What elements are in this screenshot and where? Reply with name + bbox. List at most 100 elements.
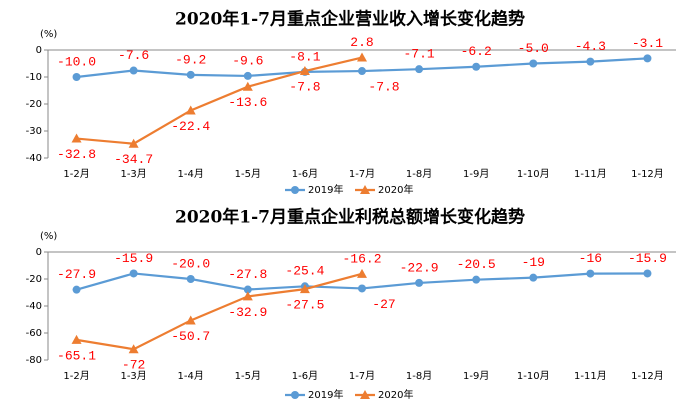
data-label: -8.1: [289, 49, 320, 64]
legend-label: 2019年: [308, 183, 343, 196]
y-tick-label: 0: [36, 247, 42, 258]
x-tick-label: 1-4月: [178, 370, 204, 382]
data-label: -65.1: [57, 348, 96, 363]
data-label: -6.2: [461, 44, 492, 59]
x-tick-label: 1-3月: [120, 168, 146, 180]
y-tick-label: -20: [26, 274, 42, 285]
x-tick-label: 1-9月: [463, 370, 489, 382]
y-tick-label: -30: [26, 126, 42, 137]
y-tick-label: -60: [26, 328, 42, 339]
legend-marker: [360, 185, 370, 194]
y-tick-label: -20: [26, 99, 42, 110]
x-tick-label: 1-2月: [63, 168, 89, 180]
x-tick-label: 1-5月: [235, 370, 261, 382]
legend-marker: [360, 390, 370, 399]
marker: [643, 54, 652, 63]
series-line: [76, 272, 363, 351]
x-tick-label: 1-7月: [349, 168, 375, 180]
data-label: -20.0: [171, 256, 210, 271]
legend-label: 2020年: [378, 183, 413, 196]
data-label: -9.2: [175, 52, 206, 67]
y-tick-label: 0: [36, 45, 42, 56]
data-label: -27.9: [57, 267, 96, 282]
x-tick-label: 1-12月: [631, 168, 664, 180]
data-label: -13.6: [228, 95, 267, 110]
x-tick-label: 1-9月: [463, 168, 489, 180]
y-tick-label: -40: [26, 301, 42, 312]
data-label: -32.9: [228, 305, 267, 320]
data-label: -34.7: [114, 152, 153, 167]
marker: [357, 268, 367, 278]
marker: [71, 334, 82, 344]
data-label: -50.7: [171, 329, 210, 344]
marker: [299, 66, 310, 76]
marker: [185, 105, 196, 115]
marker: [129, 66, 138, 75]
marker: [128, 344, 139, 354]
marker: [529, 59, 538, 68]
x-tick-label: 1-8月: [406, 168, 432, 180]
legend-label: 2020年: [378, 388, 413, 401]
marker: [72, 285, 81, 294]
data-label: -20.5: [457, 257, 496, 272]
data-label: -22.4: [171, 119, 210, 134]
marker: [358, 284, 366, 293]
marker: [472, 62, 481, 71]
x-tick-label: 1-6月: [292, 168, 318, 180]
legend-marker: [291, 186, 299, 194]
data-label: -10.0: [57, 54, 96, 69]
y-axis-label: (%): [40, 29, 57, 40]
data-label: 2.8: [350, 35, 373, 50]
data-label: -27.5: [285, 298, 324, 313]
marker: [586, 269, 595, 278]
data-label: -15.9: [628, 251, 667, 266]
legend-marker: [291, 391, 299, 399]
x-tick-label: 1-12月: [631, 370, 664, 382]
data-label: -22.9: [400, 260, 439, 275]
data-label: -7.8: [289, 79, 320, 94]
marker: [71, 133, 82, 143]
marker: [243, 71, 252, 80]
marker: [357, 52, 367, 62]
data-label: -27: [372, 297, 395, 312]
series-line: [76, 56, 363, 145]
chart-title: 2020年1-7月重点企业利税总额增长变化趋势: [175, 207, 525, 228]
data-label: -7.8: [368, 79, 399, 94]
data-label: -5.0: [518, 41, 549, 56]
data-label: -15.9: [114, 251, 153, 266]
data-label: -4.3: [575, 39, 606, 54]
x-tick-label: 1-3月: [120, 370, 146, 382]
data-label: -16.2: [342, 251, 381, 266]
marker: [242, 81, 253, 91]
marker: [72, 73, 81, 81]
data-label: -7.6: [118, 48, 149, 63]
data-label: -3.1: [632, 36, 663, 51]
data-label: -19: [522, 255, 545, 270]
marker: [186, 275, 195, 283]
legend-label: 2019年: [308, 388, 343, 401]
y-tick-label: -40: [26, 153, 42, 164]
marker: [415, 278, 424, 287]
x-tick-label: 1-11月: [574, 168, 607, 180]
marker: [243, 285, 252, 294]
data-label: -32.8: [57, 147, 96, 162]
marker: [128, 138, 139, 148]
marker: [415, 65, 424, 74]
data-label: -16: [579, 251, 602, 266]
data-label: -9.6: [232, 53, 263, 68]
x-tick-label: 1-7月: [349, 370, 375, 382]
marker: [643, 269, 652, 278]
data-label: -7.1: [403, 47, 434, 62]
marker: [299, 284, 310, 294]
x-tick-label: 1-4月: [178, 168, 204, 180]
y-axis-label: (%): [40, 231, 57, 242]
chart-title: 2020年1-7月重点企业营业收入增长变化趋势: [175, 9, 525, 30]
marker: [242, 291, 253, 301]
marker: [586, 57, 595, 66]
marker: [186, 70, 195, 79]
marker: [529, 273, 538, 282]
x-tick-label: 1-2月: [63, 370, 89, 382]
y-tick-label: -80: [26, 355, 42, 366]
x-tick-label: 1-11月: [574, 370, 607, 382]
x-tick-label: 1-6月: [292, 370, 318, 382]
